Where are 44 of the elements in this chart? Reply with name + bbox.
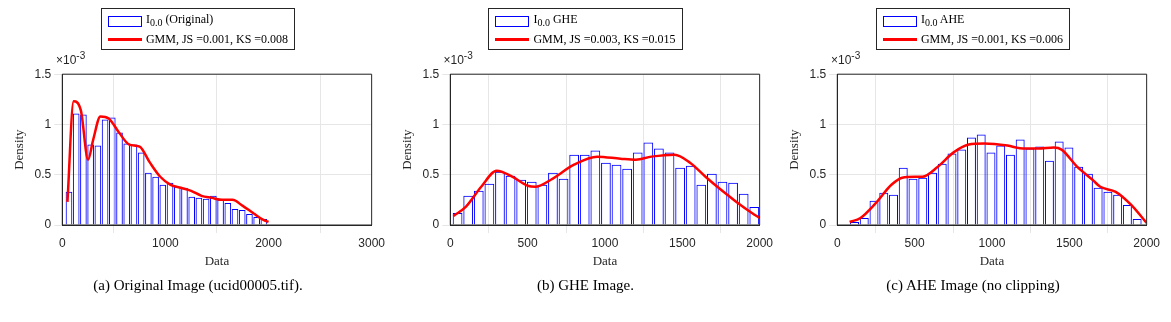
x-axis-title: Data — [979, 253, 1005, 269]
x-tick-label: 1500 — [668, 235, 696, 250]
x-tick-label: 2000 — [255, 235, 283, 250]
y-axis-title: Density — [398, 129, 414, 171]
legend-label: GMM, JS =0.003, KS =0.015 — [533, 31, 676, 48]
x-tick-label: 2000 — [1133, 235, 1161, 250]
y-tick-label: 1 — [432, 117, 440, 132]
legend-label: GMM, JS =0.001, KS =0.008 — [145, 31, 289, 48]
x-tick-label: 1000 — [152, 235, 180, 250]
y-tick-label: 0 — [819, 217, 827, 232]
x-axis-title: Data — [592, 253, 617, 269]
y-tick-label: 1.5 — [809, 66, 827, 81]
text: ×10$^{-3}$ — [831, 50, 862, 68]
x-axis-title: Data — [204, 253, 230, 269]
text: ×10$^{-3}$ — [443, 50, 474, 68]
legend-label: GMM, JS =0.001, KS =0.006 — [920, 31, 1064, 48]
y-tick-label: 0.5 — [34, 167, 52, 182]
y-tick-label: 0.5 — [809, 167, 827, 182]
y-axis-title: Density — [786, 129, 802, 171]
legend-label: I$_{0.0}$ GHE — [533, 11, 578, 31]
y-tick-label: 1.5 — [34, 66, 52, 81]
y-tick-label: 1.5 — [422, 66, 440, 81]
legend-label: I$_{0.0}$ AHE — [920, 11, 965, 31]
x-tick-label: 2000 — [745, 235, 773, 250]
x-tick-label: 1500 — [1055, 235, 1083, 250]
x-tick-label: 3000 — [358, 235, 386, 250]
x-tick-label: 1000 — [591, 235, 619, 250]
text: (a) Original Image (ucid00005.tif). — [92, 277, 304, 295]
y-axis-title: Density — [11, 129, 27, 171]
y-tick-label: 0 — [432, 217, 440, 232]
text: (c) AHE Image (no clipping) — [885, 277, 1061, 295]
legend-label: I$_{0.0}$ (Original) — [145, 11, 214, 31]
text: ×10$^{-3}$ — [56, 50, 87, 68]
y-tick-label: 0 — [44, 217, 52, 232]
x-tick-label: 0 — [833, 235, 841, 250]
y-tick-label: 1 — [44, 117, 52, 132]
x-tick-label: 0 — [446, 235, 454, 250]
y-tick-label: 0.5 — [422, 167, 440, 182]
y-tick-label: 1 — [819, 117, 827, 132]
text: (b) GHE Image. — [535, 277, 635, 295]
x-tick-label: 0 — [58, 235, 66, 250]
x-tick-label: 500 — [904, 235, 925, 250]
x-tick-label: 1000 — [978, 235, 1006, 250]
x-tick-label: 500 — [517, 235, 538, 250]
